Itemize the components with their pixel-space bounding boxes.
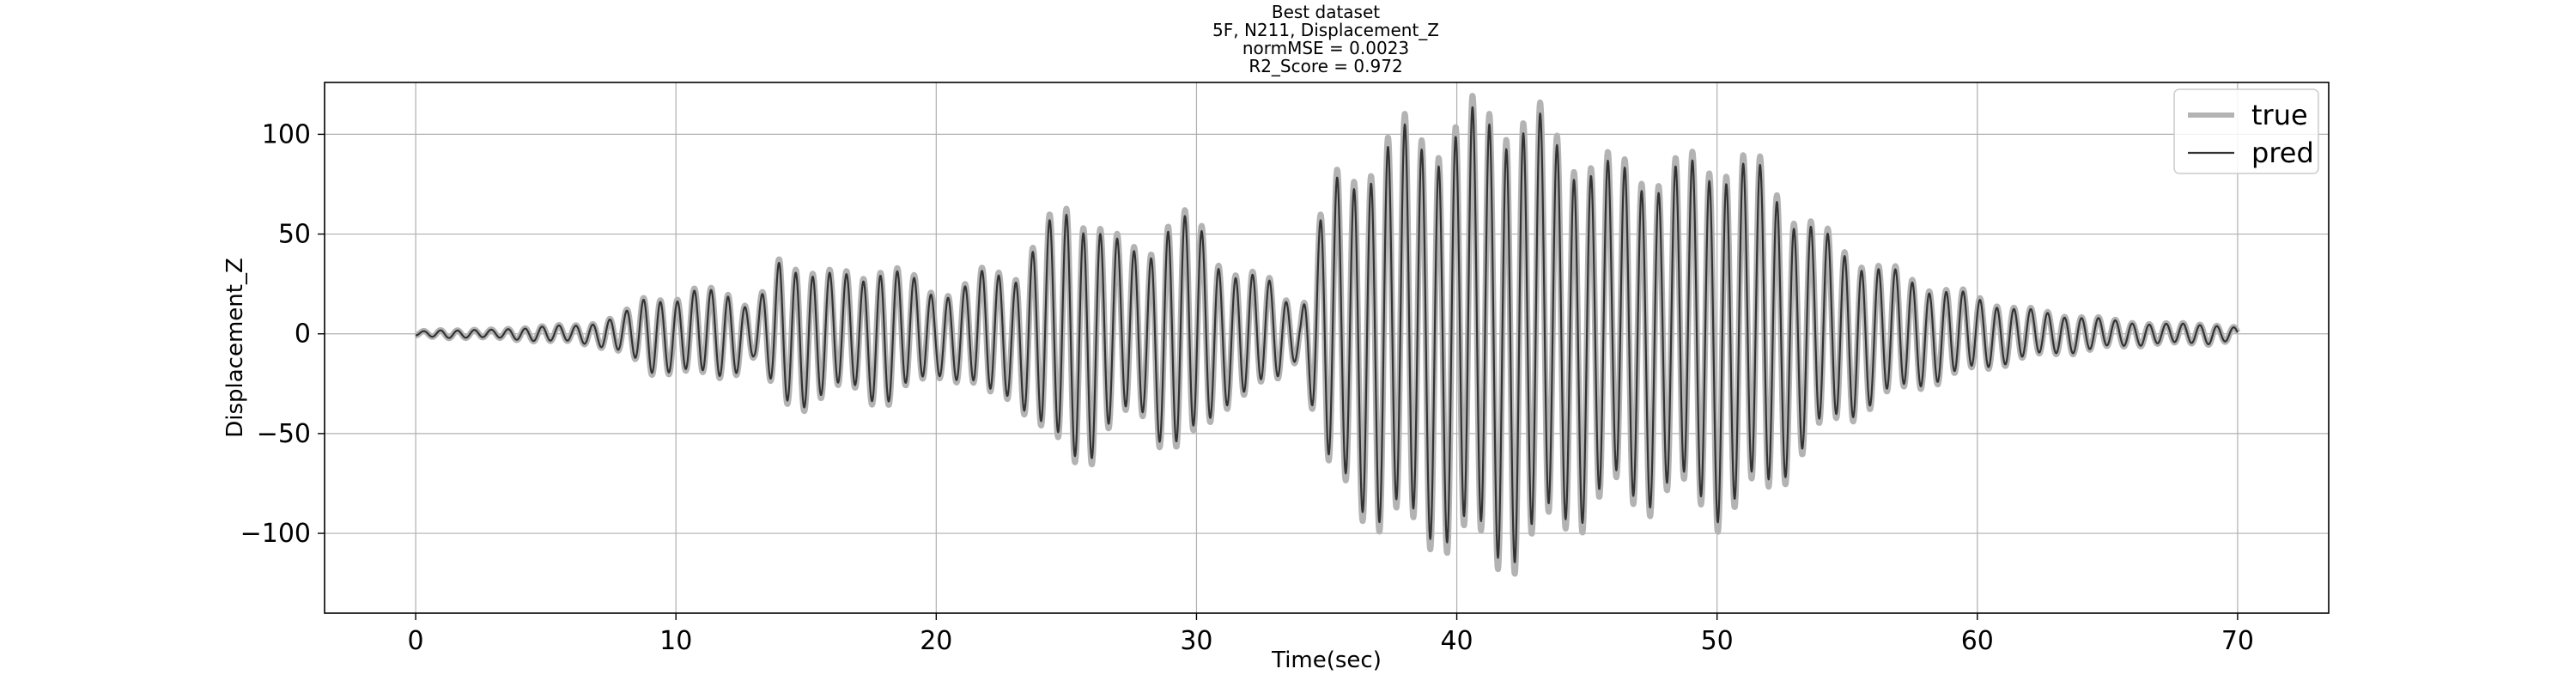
y-tick-label: −50 [257, 419, 311, 449]
series-pred-line [415, 106, 2239, 563]
y-tick-label: 100 [262, 119, 311, 149]
y-tick-label: 50 [278, 220, 311, 250]
y-axis: 100 50 0 −50 −100 [240, 119, 325, 549]
legend-true-label: true [2251, 99, 2308, 131]
x-tick-label: 60 [1961, 626, 1994, 656]
x-tick-label: 10 [659, 626, 692, 656]
plot-frame [324, 82, 2330, 614]
title-line-0: Best dataset [1272, 2, 1380, 22]
legend: true pred [2173, 88, 2319, 174]
title-line-2: normMSE = 0.0023 [1242, 38, 1409, 58]
x-axis-label: Time(sec) [1271, 647, 1382, 673]
y-axis-label: Displacement_Z [222, 258, 248, 438]
x-tick-label: 20 [920, 626, 952, 656]
legend-pred-label: pred [2251, 137, 2314, 169]
x-tick-label: 40 [1440, 626, 1473, 656]
x-tick-label: 0 [408, 626, 424, 656]
series-layer [413, 93, 2241, 577]
title-line-1: 5F, N211, Displacement_Z [1212, 20, 1439, 40]
y-tick-label: −100 [240, 519, 311, 549]
title-line-3: R2_Score = 0.972 [1249, 56, 1402, 76]
x-tick-label: 30 [1180, 626, 1212, 656]
x-tick-label: 70 [2221, 626, 2254, 656]
x-axis: 0 10 20 30 40 50 60 70 [408, 613, 2254, 656]
y-tick-label: 0 [295, 319, 311, 350]
x-tick-label: 50 [1701, 626, 1734, 656]
